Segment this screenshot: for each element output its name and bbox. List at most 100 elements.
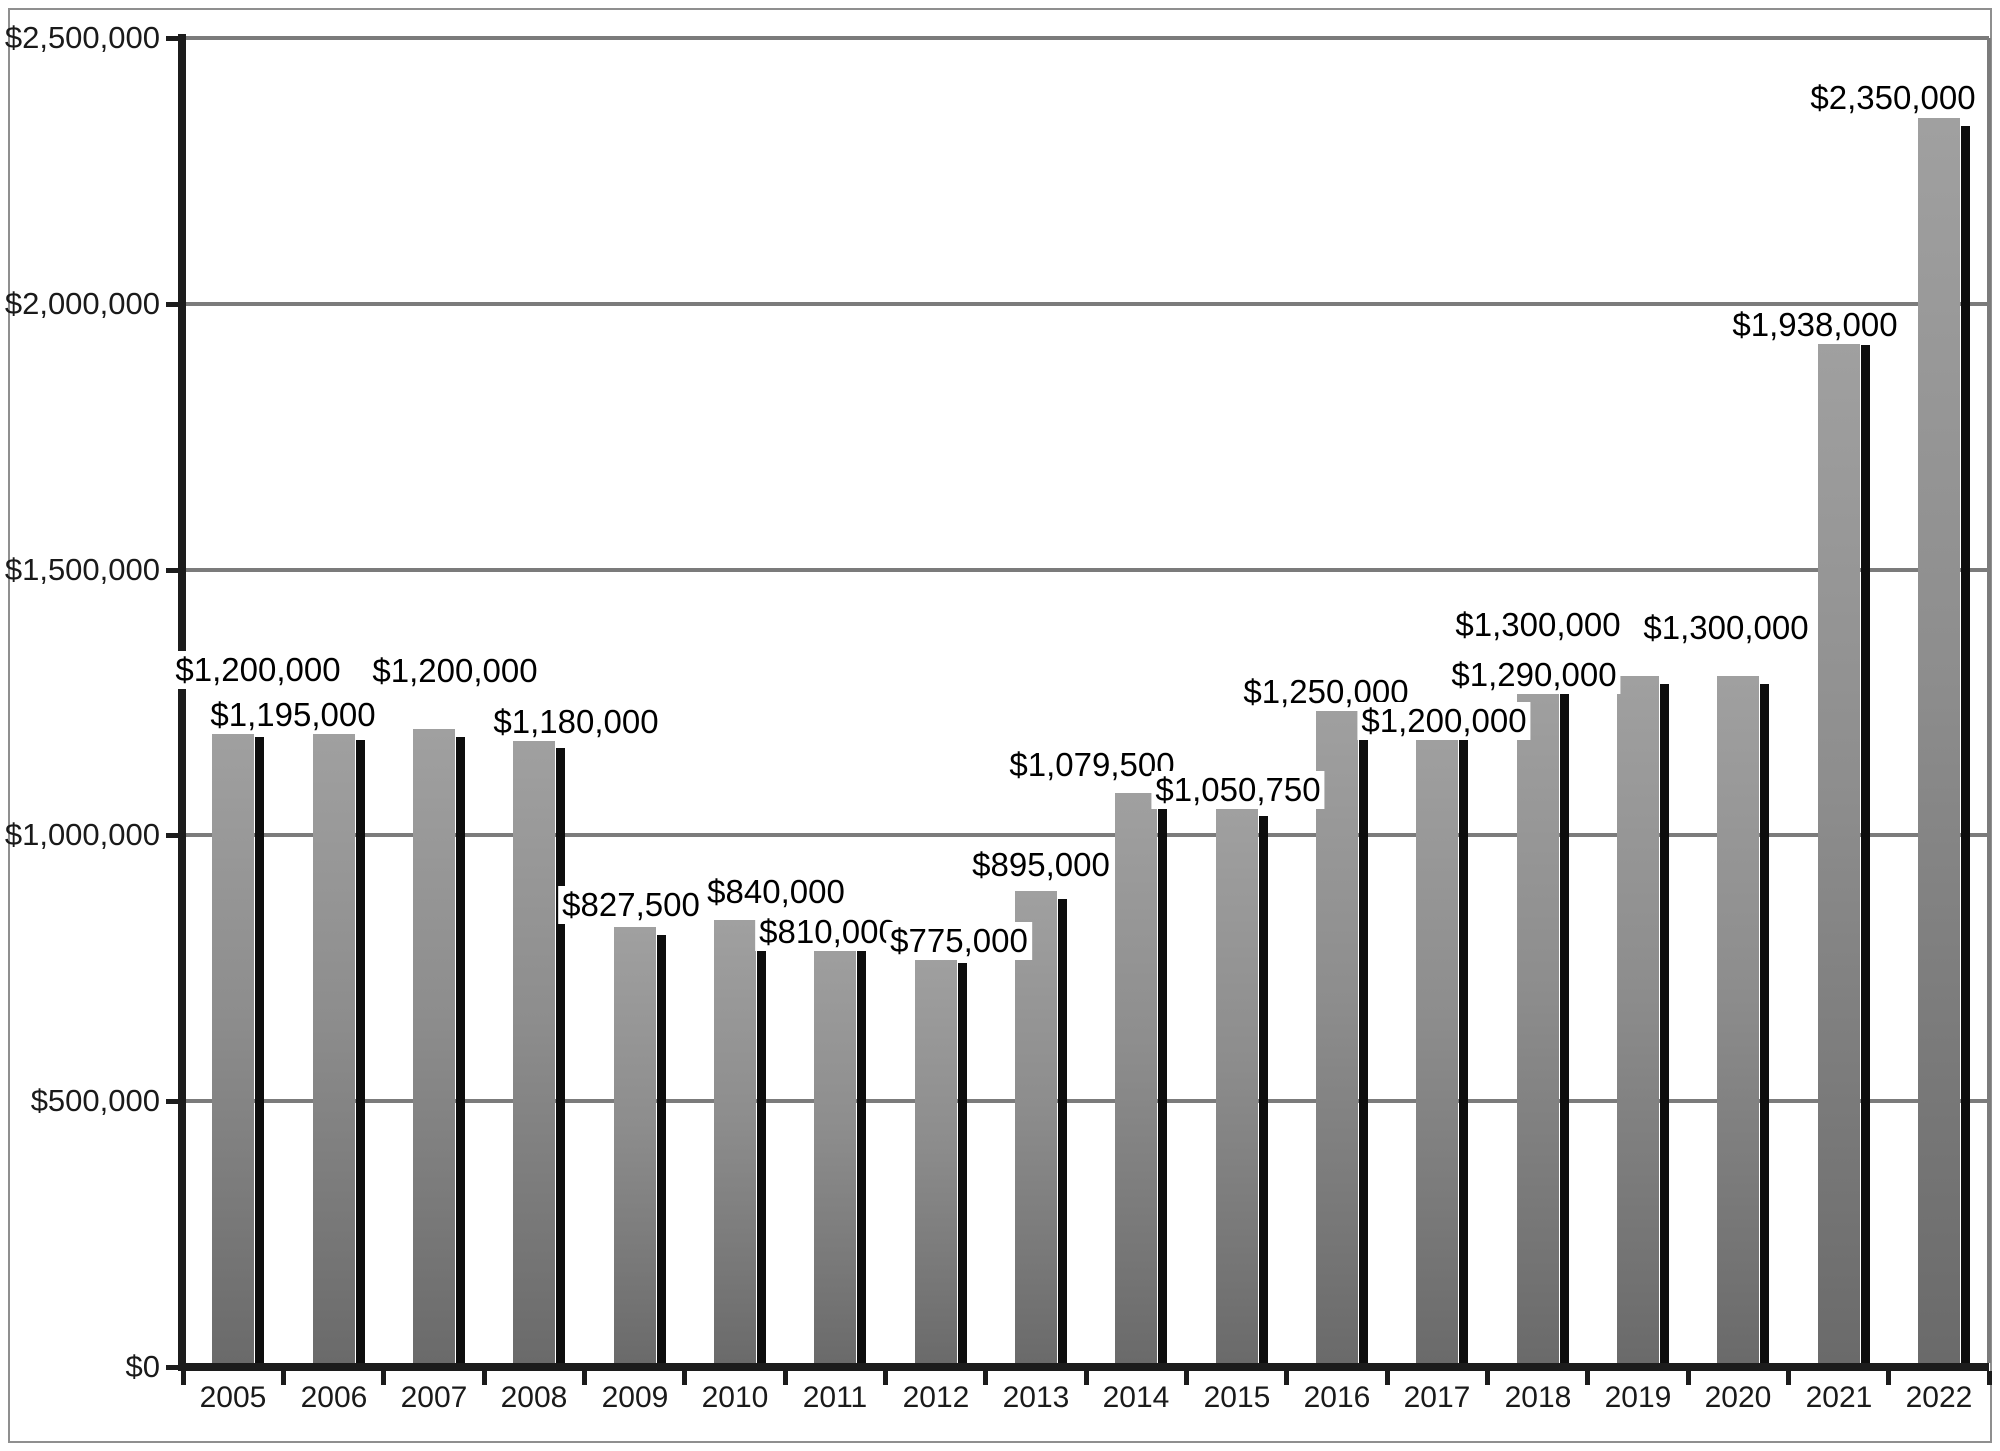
bar-value-label: $827,500 — [558, 886, 704, 924]
x-axis-tick — [1786, 1371, 1791, 1385]
x-axis-tick — [1987, 1371, 1992, 1385]
x-axis-tick — [181, 1371, 186, 1385]
x-axis-category-label: 2022 — [1905, 1381, 1973, 1414]
bar-shadow — [657, 935, 666, 1364]
bar-value-label: $840,000 — [703, 873, 849, 911]
x-axis-category-label: 2021 — [1805, 1381, 1873, 1414]
x-axis-tick — [883, 1371, 888, 1385]
bar-value-label: $1,195,000 — [206, 696, 380, 734]
y-axis-tick — [166, 1365, 182, 1370]
bar-2022 — [1918, 118, 1960, 1364]
bar-2018 — [1517, 681, 1559, 1364]
gridline — [183, 36, 1989, 40]
bar-shadow — [958, 963, 967, 1364]
x-axis-category-label: 2007 — [400, 1381, 468, 1414]
y-axis-line — [178, 34, 186, 1371]
bar-2016 — [1316, 703, 1358, 1364]
bar-value-label: $1,079,500 — [1005, 746, 1179, 784]
plot-right-border — [1987, 38, 1991, 1363]
x-axis-tick — [1184, 1371, 1189, 1385]
bar-2019 — [1617, 676, 1659, 1364]
bar-shadow — [1660, 684, 1669, 1364]
bar-shadow — [1359, 711, 1368, 1364]
y-axis-tick — [166, 1099, 182, 1104]
bar-2017 — [1416, 729, 1458, 1364]
x-axis-line — [178, 1363, 1989, 1371]
x-axis-category-label: 2008 — [500, 1381, 568, 1414]
bar-shadow — [757, 928, 766, 1364]
bar-2020 — [1717, 676, 1759, 1364]
x-axis-category-label: 2020 — [1704, 1381, 1772, 1414]
x-axis-tick — [783, 1371, 788, 1385]
bar-value-label: $775,000 — [886, 922, 1032, 960]
x-axis-tick — [281, 1371, 286, 1385]
y-axis-tick-label: $500,000 — [30, 1083, 160, 1118]
x-axis-category-label: 2018 — [1504, 1381, 1572, 1414]
gridline — [183, 833, 1989, 837]
bar-value-label: $2,350,000 — [1806, 79, 1980, 117]
bar-2013 — [1015, 891, 1057, 1364]
x-axis-category-label: 2012 — [902, 1381, 970, 1414]
bar-value-label: $1,200,000 — [368, 652, 542, 690]
x-axis-tick — [1485, 1371, 1490, 1385]
x-axis-category-label: 2017 — [1403, 1381, 1471, 1414]
y-axis-tick — [166, 833, 182, 838]
x-axis-tick — [1385, 1371, 1390, 1385]
y-axis-tick-label: $2,500,000 — [4, 20, 160, 55]
x-axis-tick — [482, 1371, 487, 1385]
x-axis-category-label: 2006 — [300, 1381, 368, 1414]
bar-2012 — [915, 955, 957, 1364]
x-axis-tick — [1084, 1371, 1089, 1385]
bar-shadow — [1459, 737, 1468, 1364]
bar-shadow — [456, 737, 465, 1364]
x-axis-category-label: 2014 — [1102, 1381, 1170, 1414]
bar-value-label: $1,938,000 — [1728, 306, 1902, 344]
bar-value-label: $1,300,000 — [1639, 609, 1813, 647]
x-axis-tick — [1686, 1371, 1691, 1385]
x-axis-category-label: 2009 — [601, 1381, 669, 1414]
bar-shadow — [356, 740, 365, 1364]
bar-shadow — [857, 944, 866, 1364]
y-axis-tick — [166, 36, 182, 41]
bar-2006 — [313, 732, 355, 1364]
x-axis-tick — [983, 1371, 988, 1385]
bar-2005 — [212, 729, 254, 1364]
x-axis-category-label: 2011 — [802, 1381, 868, 1414]
x-axis-category-label: 2019 — [1604, 1381, 1672, 1414]
gridline — [183, 302, 1989, 306]
bar-shadow — [556, 748, 565, 1364]
y-axis-tick-label: $0 — [125, 1349, 160, 1384]
bar-value-label: $895,000 — [968, 846, 1114, 884]
x-axis-tick — [1585, 1371, 1590, 1385]
x-axis-category-label: 2005 — [199, 1381, 267, 1414]
bar-shadow — [255, 737, 264, 1364]
bar-2011 — [814, 936, 856, 1364]
bar-2007 — [413, 729, 455, 1364]
bar-shadow — [1158, 801, 1167, 1364]
bar-value-label: $1,290,000 — [1447, 656, 1621, 694]
gridline — [183, 568, 1989, 572]
x-axis-tick — [582, 1371, 587, 1385]
bar-shadow — [1560, 689, 1569, 1364]
x-axis-tick — [1886, 1371, 1891, 1385]
y-axis-tick-label: $1,500,000 — [4, 552, 160, 587]
bar-value-label: $1,050,750 — [1151, 771, 1325, 809]
x-axis-category-label: 2013 — [1002, 1381, 1070, 1414]
bar-shadow — [1861, 345, 1870, 1364]
x-axis-tick — [1284, 1371, 1289, 1385]
x-axis-tick — [682, 1371, 687, 1385]
bar-shadow — [1961, 126, 1970, 1364]
gridline — [183, 1099, 1989, 1103]
y-axis-tick-label: $2,000,000 — [4, 286, 160, 321]
y-axis-tick-label: $1,000,000 — [4, 817, 160, 852]
bar-value-label: $1,200,000 — [1357, 702, 1531, 740]
x-axis-category-label: 2016 — [1303, 1381, 1371, 1414]
bar-value-label: $1,180,000 — [489, 703, 663, 741]
bar-value-label: $1,300,000 — [1451, 606, 1625, 644]
bar-value-label: $1,200,000 — [171, 651, 345, 689]
y-axis-tick — [166, 568, 182, 573]
bar-value-label: $810,000 — [755, 913, 901, 951]
x-axis-category-label: 2010 — [701, 1381, 769, 1414]
